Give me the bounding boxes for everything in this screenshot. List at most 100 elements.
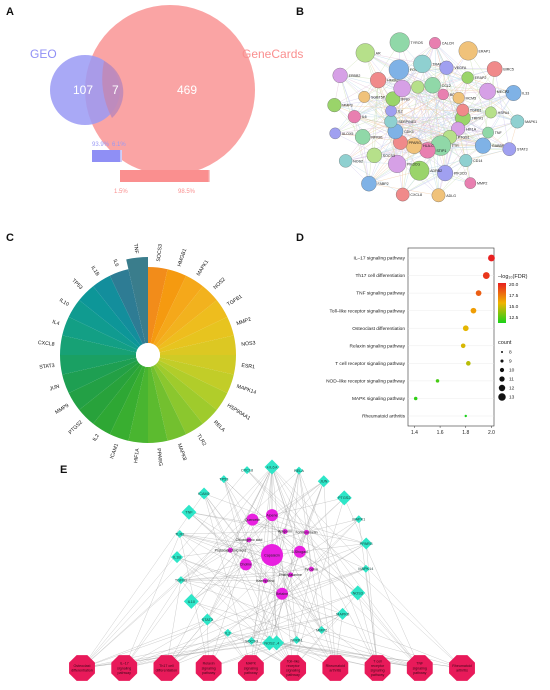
ppi-edge [398, 42, 400, 70]
network-edge [271, 466, 336, 669]
ppi-edge [413, 94, 444, 146]
ppi-edge [390, 121, 489, 133]
ppi-edge [364, 69, 400, 98]
ppi-edge [362, 92, 514, 138]
network-edge [298, 470, 336, 669]
ppi-edge [354, 42, 436, 117]
ppi-edge [438, 97, 459, 196]
network-edge [250, 613, 343, 669]
ppi-edge [432, 85, 467, 161]
network-pathway-label: differentiation [156, 669, 178, 673]
ppi-edge [364, 42, 400, 98]
network-gene-label: NOS3 [353, 591, 363, 595]
network-edge [188, 512, 283, 594]
ppi-edge [378, 79, 518, 122]
dotplot-ylabel: MAPK signaling pathway [352, 396, 406, 402]
network-edge [81, 580, 182, 669]
network-pathway-label: signaling [117, 666, 131, 670]
sunburst-label: RELA [212, 420, 226, 434]
network-edge [203, 493, 283, 594]
venn-left-label: GEO [30, 47, 57, 61]
network-compound-label: Choline [240, 563, 252, 567]
network-edge [271, 515, 322, 631]
legend-size-dot [498, 384, 506, 392]
ppi-edge [365, 52, 447, 68]
ppi-edge [462, 110, 471, 184]
network-edge [207, 515, 273, 620]
network-edge [166, 543, 367, 669]
network-edge [227, 632, 294, 669]
ppi-edge [402, 88, 459, 129]
network-compound-label: Apigenin [278, 530, 292, 534]
ppi-edge [390, 85, 433, 111]
network-gene-label: IL2 [225, 631, 230, 635]
venn-right-pct-a: 1.5% [114, 189, 128, 195]
ppi-edge [365, 52, 441, 146]
ppi-edge [402, 88, 428, 151]
network-edge [335, 613, 343, 669]
network-edge [81, 568, 366, 669]
sunburst-wedge [62, 316, 138, 353]
ppi-node-label: STAT3 [517, 148, 528, 152]
ppi-edge [390, 110, 403, 195]
ppi-edge [482, 92, 514, 146]
ppi-node: SOCS3 [366, 147, 395, 163]
venn-left-bar [92, 150, 121, 162]
network-edge [276, 642, 420, 669]
network-edge [248, 539, 270, 643]
ppi-edge [419, 170, 446, 174]
network-gene-node: PTGS2 [336, 490, 352, 506]
network-edge [203, 493, 252, 669]
network-edge [180, 580, 283, 594]
network-pathway-label: Toll–like [287, 659, 300, 663]
ppi-edge [434, 42, 468, 78]
legend-size-dot [499, 367, 505, 373]
sunburst-wedge [148, 267, 168, 344]
ppi-edge [422, 63, 450, 138]
network-pathway-label: signaling [286, 669, 300, 673]
network-gene-label: PPARG [360, 542, 373, 546]
ppi-node-label: HMGB1 [387, 79, 400, 83]
ppi-edge [458, 128, 489, 133]
network-edge [293, 613, 343, 669]
ppi-edge [444, 117, 464, 174]
ppi-edge [345, 94, 444, 162]
dotplot-ylabel: NOD–like receptor signaling pathway [326, 378, 406, 384]
network-edge [252, 497, 345, 520]
ppi-edge [422, 63, 433, 86]
ppi-node: STIP1 [419, 142, 446, 159]
sunburst-label: HSP90AA1 [226, 403, 252, 422]
network-edge [296, 569, 312, 641]
network-edge [251, 640, 294, 669]
ppi-edge [354, 116, 510, 150]
ppi-edge [368, 145, 441, 184]
network-edge [81, 470, 300, 669]
network-gene-label: HIF1A [267, 465, 278, 469]
legend-color-tick: 17.5 [509, 293, 519, 299]
network-edge [344, 497, 420, 669]
network-edge [166, 592, 358, 669]
network-pathway-label: signaling [202, 666, 216, 670]
network-edge [271, 466, 300, 552]
ppi-edge [422, 63, 459, 99]
sunburst-label: TLR2 [195, 433, 207, 447]
ppi-node: MMP2 [464, 177, 487, 189]
ppi-node-label: FOSB [410, 68, 420, 72]
ppi-edge [402, 160, 466, 195]
network-gene-label: RELA [294, 469, 304, 473]
ppi-node-label: TTR [452, 144, 459, 148]
network-edge [252, 519, 366, 569]
dotplot-ylabel: Relaxin signaling pathway [350, 343, 406, 349]
ppi-node: ALOX5 [329, 127, 353, 140]
network-gene-label: JUN [320, 480, 328, 484]
network-edge [296, 639, 420, 669]
network-compound-label: Tyrosine [304, 567, 318, 571]
ppi-node: NFKB1 [354, 129, 383, 145]
sunburst-wedge [158, 357, 234, 394]
ppi-edge [364, 96, 439, 196]
ppi-node: IL6 [347, 110, 367, 124]
ppi-edge [396, 77, 468, 165]
